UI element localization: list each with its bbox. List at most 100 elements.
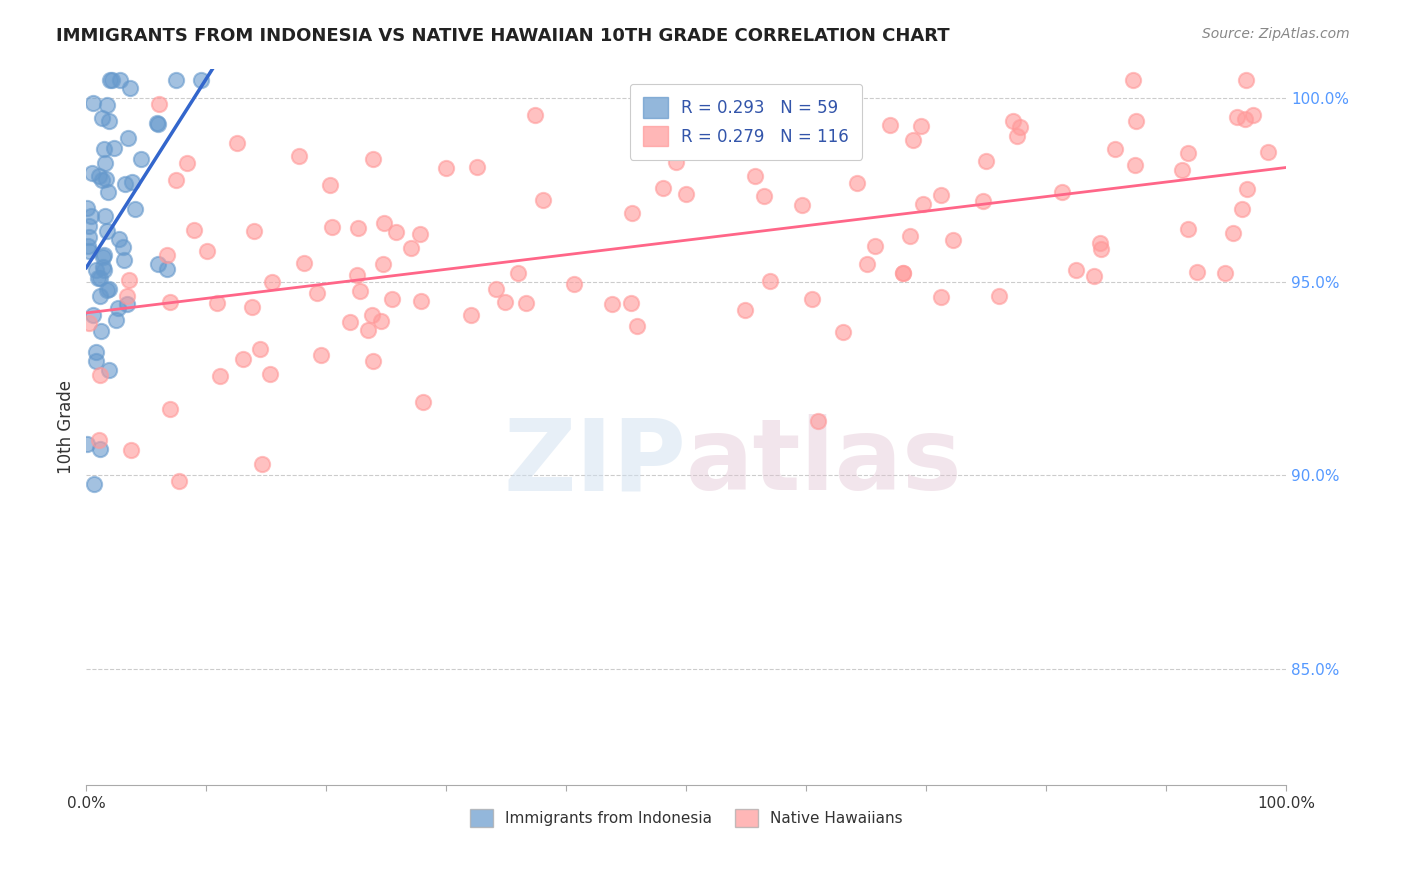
Point — [361, 354, 384, 368]
Point — [112, 240, 135, 254]
Point — [90, 324, 112, 338]
Point — [1125, 114, 1147, 128]
Point — [311, 348, 333, 362]
Point — [307, 285, 329, 300]
Point — [129, 153, 152, 167]
Point — [176, 156, 198, 170]
Point — [898, 228, 921, 243]
Point — [240, 300, 263, 314]
Point — [620, 205, 643, 219]
Point — [856, 257, 879, 271]
Point — [89, 368, 111, 383]
Text: IMMIGRANTS FROM INDONESIA VS NATIVE HAWAIIAN 10TH GRADE CORRELATION CHART: IMMIGRANTS FROM INDONESIA VS NATIVE HAWA… — [56, 27, 950, 45]
Point — [1233, 112, 1256, 126]
Point — [159, 402, 181, 417]
Point — [124, 202, 146, 216]
Point — [1234, 73, 1257, 87]
Point — [86, 270, 108, 285]
Point — [1050, 186, 1073, 200]
Point — [1088, 236, 1111, 251]
Point — [931, 187, 953, 202]
Point — [626, 318, 648, 333]
Point — [409, 227, 432, 241]
Point — [101, 73, 124, 87]
Point — [292, 256, 315, 270]
Point — [205, 296, 228, 310]
Point — [620, 295, 643, 310]
Point — [169, 474, 191, 488]
Point — [688, 119, 710, 133]
Text: Source: ZipAtlas.com: Source: ZipAtlas.com — [1202, 27, 1350, 41]
Point — [652, 180, 675, 194]
Point — [120, 442, 142, 457]
Point — [863, 238, 886, 252]
Point — [910, 120, 932, 134]
Point — [531, 194, 554, 208]
Point — [384, 225, 406, 239]
Point — [114, 178, 136, 192]
Point — [1083, 269, 1105, 284]
Point — [83, 477, 105, 491]
Point — [360, 308, 382, 322]
Point — [195, 244, 218, 258]
Point — [112, 253, 135, 268]
Point — [349, 284, 371, 298]
Point — [115, 297, 138, 311]
Point — [148, 257, 170, 271]
Point — [148, 97, 170, 112]
Point — [1213, 266, 1236, 280]
Point — [89, 442, 111, 456]
Legend: Immigrants from Indonesia, Native Hawaiians: Immigrants from Indonesia, Native Hawaii… — [463, 801, 910, 835]
Point — [831, 325, 853, 339]
Point — [155, 262, 177, 277]
Point — [77, 219, 100, 233]
Point — [339, 315, 361, 329]
Point — [146, 116, 169, 130]
Point — [942, 233, 965, 247]
Point — [370, 314, 392, 328]
Point — [96, 223, 118, 237]
Point — [82, 96, 104, 111]
Point — [108, 232, 131, 246]
Point — [1257, 145, 1279, 159]
Point — [226, 136, 249, 150]
Point — [190, 73, 212, 87]
Point — [93, 248, 115, 262]
Point — [148, 117, 170, 131]
Point — [1008, 120, 1031, 135]
Point — [98, 363, 121, 377]
Point — [97, 282, 120, 296]
Point — [93, 262, 115, 277]
Point — [93, 142, 115, 156]
Point — [399, 241, 422, 255]
Point — [357, 323, 380, 337]
Point — [1090, 242, 1112, 256]
Point — [117, 130, 139, 145]
Point — [600, 297, 623, 311]
Point — [988, 288, 1011, 302]
Point — [105, 313, 128, 327]
Point — [94, 171, 117, 186]
Point — [361, 152, 384, 166]
Point — [1177, 222, 1199, 236]
Point — [97, 185, 120, 199]
Point — [84, 262, 107, 277]
Point — [91, 250, 114, 264]
Point — [1187, 265, 1209, 279]
Point — [346, 268, 368, 282]
Point — [77, 239, 100, 253]
Text: atlas: atlas — [686, 414, 963, 511]
Point — [1226, 110, 1249, 124]
Point — [460, 309, 482, 323]
Point — [891, 266, 914, 280]
Point — [84, 354, 107, 368]
Point — [524, 108, 547, 122]
Point — [1064, 263, 1087, 277]
Point — [77, 316, 100, 330]
Point — [91, 111, 114, 125]
Point — [412, 395, 434, 409]
Point — [734, 303, 756, 318]
Point — [733, 136, 755, 150]
Point — [321, 219, 343, 234]
Point — [1171, 162, 1194, 177]
